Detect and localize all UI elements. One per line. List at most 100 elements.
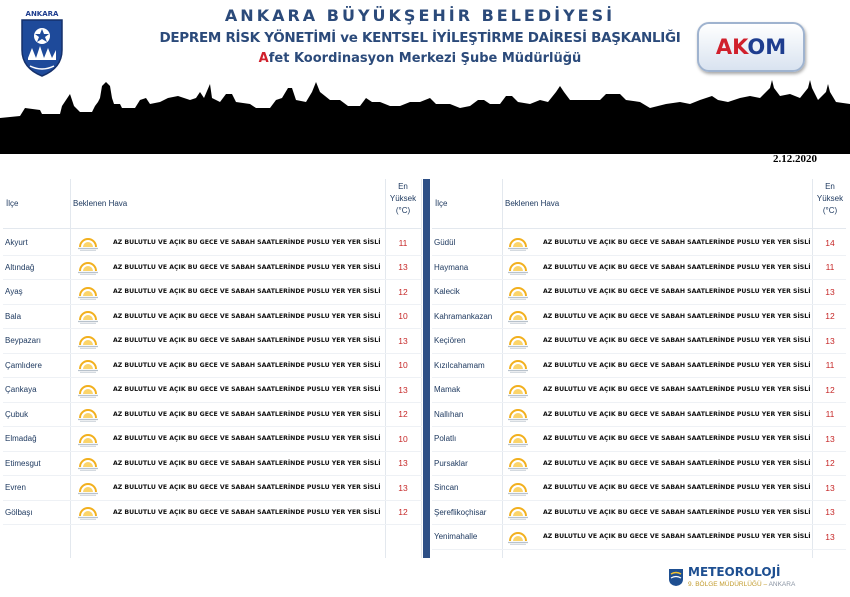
district-name: Altındağ bbox=[5, 262, 35, 272]
weather-description: AZ BULUTLU VE AÇIK BU GECE VE SABAH SAAT… bbox=[113, 337, 381, 345]
column-header-weather: Beklenen Hava bbox=[73, 199, 128, 208]
partly-cloudy-icon bbox=[507, 354, 529, 378]
max-temperature: 11 bbox=[825, 360, 835, 371]
partly-cloudy-icon bbox=[77, 452, 99, 476]
column-divider bbox=[421, 179, 422, 558]
max-temperature: 13 bbox=[825, 507, 835, 518]
title-department: DEPREM RİSK YÖNETİMİ ve KENTSEL İYİLEŞTİ… bbox=[159, 30, 681, 46]
partly-cloudy-icon bbox=[77, 403, 99, 427]
weather-description: AZ BULUTLU VE AÇIK BU GECE VE SABAH SAAT… bbox=[543, 386, 811, 394]
partly-cloudy-icon bbox=[507, 427, 529, 451]
district-name: Güdül bbox=[434, 238, 456, 248]
ankara-skyline bbox=[0, 80, 850, 154]
weather-description: AZ BULUTLU VE AÇIK BU GECE VE SABAH SAAT… bbox=[113, 312, 381, 320]
max-temperature: 14 bbox=[825, 237, 835, 248]
title-branch: Afet Koordinasyon Merkezi Şube Müdürlüğü bbox=[258, 51, 582, 66]
table-row: Kızılcahamam AZ BULUTLU VE AÇIK BU GECE V… bbox=[432, 354, 846, 378]
partly-cloudy-icon bbox=[77, 378, 99, 402]
partly-cloudy-icon bbox=[507, 305, 529, 329]
max-temperature: 12 bbox=[398, 286, 408, 297]
partly-cloudy-icon bbox=[77, 476, 99, 500]
district-name: Çankaya bbox=[5, 385, 37, 395]
district-name: Kızılcahamam bbox=[434, 360, 485, 370]
partly-cloudy-icon bbox=[507, 256, 529, 280]
district-name: Evren bbox=[5, 483, 26, 493]
table-row: Beypazarı AZ BULUTLU VE AÇIK BU GECE VE S… bbox=[3, 329, 422, 354]
column-divider bbox=[385, 179, 386, 558]
district-name: Yenimahalle bbox=[434, 532, 478, 542]
forecast-table-right: İlçe Beklenen Hava En Yüksek (°C) Güdül AZ … bbox=[432, 179, 846, 558]
weather-description: AZ BULUTLU VE AÇIK BU GECE VE SABAH SAAT… bbox=[543, 435, 811, 443]
weather-description: AZ BULUTLU VE AÇIK BU GECE VE SABAH SAAT… bbox=[113, 459, 381, 467]
column-header-max-temp: En Yüksek (°C) bbox=[816, 182, 844, 215]
table-row: Keçiören AZ BULUTLU VE AÇIK BU GECE VE SA… bbox=[432, 329, 846, 354]
weather-description: AZ BULUTLU VE AÇIK BU GECE VE SABAH SAAT… bbox=[113, 263, 381, 271]
table-row: Etimesgut AZ BULUTLU VE AÇIK BU GECE VE S… bbox=[3, 452, 422, 476]
partly-cloudy-icon bbox=[507, 329, 529, 353]
table-row: Akyurt AZ BULUTLU VE AÇIK BU GECE VE SABA… bbox=[3, 231, 422, 256]
table-row: Elmadağ AZ BULUTLU VE AÇIK BU GECE VE SAB… bbox=[3, 427, 422, 452]
table-row: Pursaklar AZ BULUTLU VE AÇIK BU GECE VE S… bbox=[432, 452, 846, 476]
partly-cloudy-icon bbox=[77, 231, 99, 255]
partly-cloudy-icon bbox=[507, 280, 529, 304]
district-name: Kalecik bbox=[434, 287, 460, 297]
district-name: Gölbaşı bbox=[5, 507, 33, 517]
forecast-table-left: İlçe Beklenen Hava En Yüksek (°C) Akyurt AZ… bbox=[3, 179, 422, 558]
table-row: Kahramankazan AZ BULUTLU VE AÇIK BU GECE … bbox=[432, 305, 846, 329]
district-name: Nallıhan bbox=[434, 409, 464, 419]
weather-description: AZ BULUTLU VE AÇIK BU GECE VE SABAH SAAT… bbox=[543, 459, 811, 467]
max-temperature: 12 bbox=[398, 409, 408, 420]
weather-description: AZ BULUTLU VE AÇIK BU GECE VE SABAH SAAT… bbox=[543, 484, 811, 492]
ankara-logo: ANKARA bbox=[18, 8, 66, 78]
table-row: Kalecik AZ BULUTLU VE AÇIK BU GECE VE SAB… bbox=[432, 280, 846, 305]
partly-cloudy-icon bbox=[507, 476, 529, 500]
svg-text:ANKARA: ANKARA bbox=[26, 10, 60, 18]
district-name: Etimesgut bbox=[5, 458, 41, 468]
table-row: Güdül AZ BULUTLU VE AÇIK BU GECE VE SABAH… bbox=[432, 231, 846, 256]
weather-description: AZ BULUTLU VE AÇIK BU GECE VE SABAH SAAT… bbox=[113, 361, 381, 369]
district-name: Sincan bbox=[434, 483, 459, 493]
district-name: Kahramankazan bbox=[434, 311, 493, 321]
weather-description: AZ BULUTLU VE AÇIK BU GECE VE SABAH SAAT… bbox=[113, 435, 381, 443]
meteoroloji-emblem-icon bbox=[669, 569, 683, 586]
max-temperature: 13 bbox=[825, 482, 835, 493]
max-temperature: 10 bbox=[398, 433, 408, 444]
table-row: Çubuk AZ BULUTLU VE AÇIK BU GECE VE SABAH… bbox=[3, 403, 422, 427]
max-temperature: 12 bbox=[825, 384, 835, 395]
partly-cloudy-icon bbox=[77, 256, 99, 280]
partly-cloudy-icon bbox=[77, 501, 99, 525]
table-header: İlçe Beklenen Hava En Yüksek (°C) bbox=[3, 179, 422, 229]
akom-logo: AKOM bbox=[697, 22, 805, 72]
weather-description: AZ BULUTLU VE AÇIK BU GECE VE SABAH SAAT… bbox=[113, 410, 381, 418]
partly-cloudy-icon bbox=[77, 329, 99, 353]
partly-cloudy-icon bbox=[507, 501, 529, 525]
weather-description: AZ BULUTLU VE AÇIK BU GECE VE SABAH SAAT… bbox=[113, 484, 381, 492]
weather-description: AZ BULUTLU VE AÇIK BU GECE VE SABAH SAAT… bbox=[543, 410, 811, 418]
max-temperature: 13 bbox=[398, 262, 408, 273]
weather-description: AZ BULUTLU VE AÇIK BU GECE VE SABAH SAAT… bbox=[113, 239, 381, 247]
table-row: Çankaya AZ BULUTLU VE AÇIK BU GECE VE SAB… bbox=[3, 378, 422, 403]
weather-description: AZ BULUTLU VE AÇIK BU GECE VE SABAH SAAT… bbox=[113, 508, 381, 516]
column-header-weather: Beklenen Hava bbox=[505, 199, 560, 208]
partly-cloudy-icon bbox=[77, 305, 99, 329]
district-name: Polatlı bbox=[434, 434, 457, 444]
weather-description: AZ BULUTLU VE AÇIK BU GECE VE SABAH SAAT… bbox=[113, 386, 381, 394]
weather-description: AZ BULUTLU VE AÇIK BU GECE VE SABAH SAAT… bbox=[543, 288, 811, 296]
column-divider bbox=[812, 179, 813, 558]
max-temperature: 11 bbox=[398, 237, 408, 248]
weather-description: AZ BULUTLU VE AÇIK BU GECE VE SABAH SAAT… bbox=[543, 533, 811, 541]
table-row: Şereflikoçhisar AZ BULUTLU VE AÇIK BU GEC… bbox=[432, 501, 846, 525]
district-name: Çamlıdere bbox=[5, 360, 42, 370]
table-row: Çamlıdere AZ BULUTLU VE AÇIK BU GECE VE S… bbox=[3, 354, 422, 378]
column-divider bbox=[502, 179, 503, 558]
table-separator bbox=[423, 179, 430, 558]
table-row: Altındağ AZ BULUTLU VE AÇIK BU GECE VE SA… bbox=[3, 256, 422, 280]
district-name: Çubuk bbox=[5, 409, 29, 419]
partly-cloudy-icon bbox=[507, 231, 529, 255]
max-temperature: 13 bbox=[398, 384, 408, 395]
max-temperature: 13 bbox=[398, 482, 408, 493]
table-header: İlçe Beklenen Hava En Yüksek (°C) bbox=[432, 179, 846, 229]
district-name: Bala bbox=[5, 311, 22, 321]
district-name: Ayaş bbox=[5, 287, 23, 297]
weather-description: AZ BULUTLU VE AÇIK BU GECE VE SABAH SAAT… bbox=[543, 508, 811, 516]
